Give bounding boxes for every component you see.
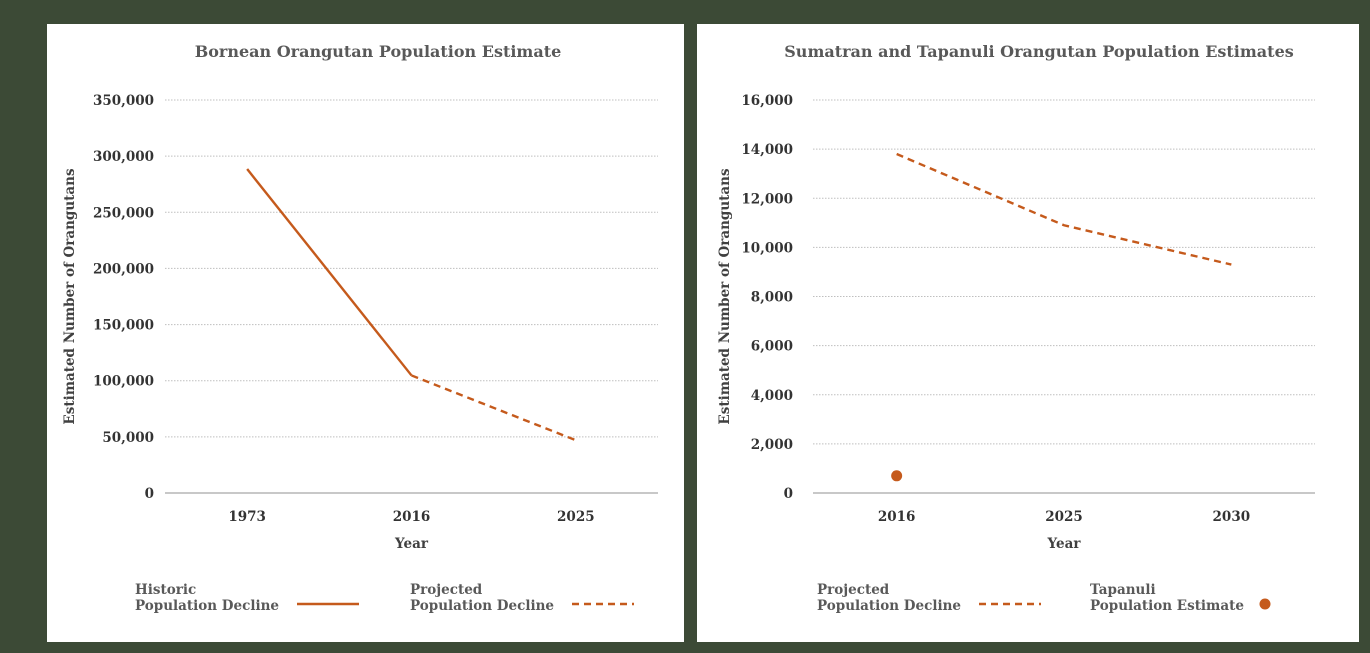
y-tick-label: 150,000 (93, 318, 154, 334)
data-point-marker (891, 470, 903, 482)
legend-label: Population Estimate (1090, 598, 1244, 614)
x-tick-label: 2025 (557, 509, 595, 525)
legend-label: Population Decline (410, 598, 554, 614)
x-tick-label: 2016 (878, 509, 916, 525)
y-tick-label: 100,000 (93, 374, 154, 390)
y-tick-label: 300,000 (93, 149, 154, 165)
sumatran-tapanuli-chart-panel: Sumatran and Tapanuli Orangutan Populati… (697, 24, 1359, 642)
x-axis-title: Year (1047, 536, 1082, 552)
y-tick-label: 200,000 (93, 261, 154, 277)
series-line (896, 152, 1232, 266)
x-tick-label: 2030 (1213, 509, 1251, 525)
legend-label: Tapanuli (1090, 582, 1156, 598)
legend-label: Population Decline (817, 598, 961, 614)
legend-marker-swatch (1259, 598, 1271, 610)
legend-label: Projected (817, 582, 890, 598)
y-tick-label: 350,000 (93, 93, 154, 109)
legend-label: Projected (410, 582, 483, 598)
chart-title: Sumatran and Tapanuli Orangutan Populati… (784, 42, 1294, 61)
y-tick-label: 10,000 (741, 240, 793, 256)
x-tick-label: 2016 (393, 509, 431, 525)
y-tick-label: 2,000 (751, 437, 793, 453)
y-tick-label: 50,000 (102, 430, 154, 446)
series-line (411, 374, 577, 442)
y-tick-label: 12,000 (741, 191, 793, 207)
y-tick-label: 6,000 (751, 339, 793, 355)
x-axis-title: Year (394, 536, 429, 552)
y-tick-label: 4,000 (751, 388, 793, 404)
y-axis-title: Estimated Number of Orangutans (717, 168, 733, 425)
y-tick-label: 0 (145, 486, 154, 502)
x-tick-label: 2025 (1045, 509, 1083, 525)
chart-title: Bornean Orangutan Population Estimate (195, 42, 562, 61)
legend-label: Population Decline (135, 598, 279, 614)
bornean-chart-panel: Bornean Orangutan Population Estimate 0 50… (47, 24, 684, 642)
y-tick-label: 0 (784, 486, 793, 502)
bornean-chart: Bornean Orangutan Population Estimate 0 50… (62, 42, 658, 614)
y-tick-label: 250,000 (93, 205, 154, 221)
y-tick-label: 14,000 (741, 142, 793, 158)
series-line (246, 168, 413, 377)
sumatran-tapanuli-chart: Sumatran and Tapanuli Orangutan Populati… (717, 42, 1315, 614)
y-tick-label: 16,000 (741, 93, 793, 109)
y-tick-label: 8,000 (751, 290, 793, 306)
x-tick-label: 1973 (228, 509, 266, 525)
legend-label: Historic (135, 582, 196, 598)
y-axis-title: Estimated Number of Orangutans (62, 168, 78, 425)
